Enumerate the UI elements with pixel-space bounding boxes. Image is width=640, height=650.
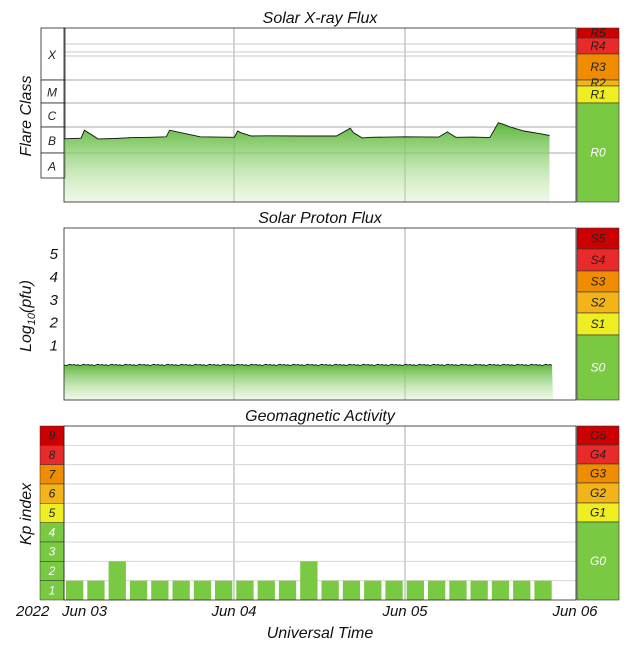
kp-bar xyxy=(470,580,488,600)
flare-class-label: A xyxy=(47,160,56,174)
proton-scale-label: S0 xyxy=(591,361,606,375)
kp-bar xyxy=(129,580,148,600)
proton-title: Solar Proton Flux xyxy=(258,210,383,227)
geomag-frame xyxy=(63,425,577,601)
kp-level-label: 5 xyxy=(49,506,56,520)
xray-frame xyxy=(63,27,577,203)
flare-class-label: B xyxy=(48,134,56,148)
geomag-scale-label: G5 xyxy=(590,429,606,443)
xray-title: Solar X-ray Flux xyxy=(263,10,379,27)
kp-bar xyxy=(364,580,382,600)
proton-scale-label: S4 xyxy=(591,253,606,267)
xray-flux-area xyxy=(64,122,550,202)
kp-bar xyxy=(193,580,212,600)
proton-scale-label: S2 xyxy=(591,296,606,310)
xray-scale-label: R0 xyxy=(590,146,606,160)
proton-ytick: 2 xyxy=(49,315,59,332)
proton-ytick: 3 xyxy=(50,292,59,309)
geomag-scale-label: G0 xyxy=(590,554,606,568)
x-axis-label: Universal Time xyxy=(267,625,374,642)
kp-bar xyxy=(491,580,510,600)
flare-class-cell xyxy=(40,152,66,179)
geomag-scale-label: G2 xyxy=(590,486,606,500)
flare-class-label: M xyxy=(47,86,57,100)
proton-ytick: 5 xyxy=(50,246,59,263)
kp-level-label: 2 xyxy=(48,564,56,578)
proton-ytick: 4 xyxy=(50,269,58,286)
year-label: 2022 xyxy=(15,603,50,620)
xray-ylabel: Flare Class xyxy=(18,76,35,157)
geomag-title: Geomagnetic Activity xyxy=(245,408,396,425)
kp-bar xyxy=(215,580,233,600)
xray-scale-label: R1 xyxy=(590,88,605,102)
kp-bar xyxy=(534,580,552,600)
xray-flux-line xyxy=(63,122,550,140)
kp-bar xyxy=(385,580,403,600)
date-tick-label: Jun 03 xyxy=(61,603,108,620)
flare-class-label: X xyxy=(47,48,57,62)
time-axis: 2022 Jun 03 Jun 04 Jun 05 Jun 06 xyxy=(15,603,598,620)
proton-flux-area xyxy=(64,364,553,400)
kp-bar xyxy=(428,580,446,600)
date-tick-label: Jun 05 xyxy=(381,603,428,620)
proton-scale-label: S5 xyxy=(591,232,606,246)
geomag-scale-label: G4 xyxy=(590,448,606,462)
proton-scale-label: S1 xyxy=(591,317,606,331)
kp-bar xyxy=(66,580,84,600)
proton-ylabel: Log10(pfu) xyxy=(18,280,38,352)
xray-scale-label: R5 xyxy=(590,26,606,40)
proton-scale-label: S3 xyxy=(591,275,606,289)
kp-level-label: 3 xyxy=(49,545,56,559)
kp-bar xyxy=(406,580,424,600)
kp-bar xyxy=(172,580,190,600)
kp-bar xyxy=(513,580,531,600)
geomag-scale-label: G3 xyxy=(590,467,606,481)
kp-bar xyxy=(342,580,361,600)
date-tick-label: Jun 04 xyxy=(210,603,256,620)
xray-scale-label: R4 xyxy=(590,39,606,53)
geomag-scale-label: G1 xyxy=(590,506,606,520)
geomag-panel: 9 8 7 6 5 4 3 2 1 G5 G4 G3 G2 G1 G0 xyxy=(39,425,620,601)
kp-level-label: 9 xyxy=(49,429,56,443)
kp-bar xyxy=(87,580,105,600)
kp-bar xyxy=(151,580,169,600)
proton-flux-line xyxy=(63,363,553,367)
proton-scale-box xyxy=(576,334,620,401)
date-tick-label: Jun 06 xyxy=(551,603,598,620)
kp-level-label: 7 xyxy=(49,467,57,481)
kp-bar xyxy=(321,580,339,600)
proton-ytick: 1 xyxy=(50,338,58,355)
kp-bar xyxy=(300,561,318,600)
xray-scale-label: R3 xyxy=(590,60,606,74)
kp-level-label: 4 xyxy=(49,525,56,539)
flare-class-label: C xyxy=(48,109,57,123)
flare-class-cell xyxy=(40,102,66,128)
kp-level-label: 6 xyxy=(49,487,56,501)
geomag-scale-box xyxy=(576,521,620,601)
flare-class-cell xyxy=(40,126,66,154)
kp-bar xyxy=(236,580,254,600)
kp-bar xyxy=(108,561,126,600)
kp-bar xyxy=(257,580,275,600)
xray-scale-box xyxy=(576,102,620,203)
kp-level-label: 1 xyxy=(49,583,56,597)
kp-level-label: 8 xyxy=(49,448,56,462)
kp-bar xyxy=(278,580,297,600)
plot-area xyxy=(64,426,576,600)
geomag-ylabel: Kp index xyxy=(18,482,35,545)
proton-panel: 1 2 3 4 5 S5 S4 S3 S2 S1 S0 xyxy=(49,227,620,401)
kp-bar xyxy=(449,580,467,600)
proton-frame xyxy=(63,227,577,401)
flare-class-cell xyxy=(40,27,66,81)
